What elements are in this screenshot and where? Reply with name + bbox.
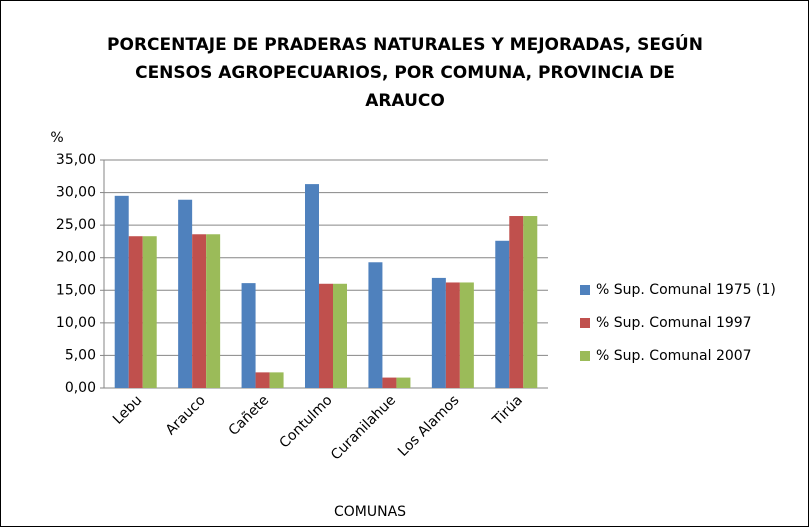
bar	[495, 240, 510, 388]
bar	[396, 377, 411, 388]
bar	[114, 195, 129, 388]
x-axis-label: COMUNAS	[334, 504, 406, 520]
y-tick-label: 5,00	[65, 347, 96, 363]
y-tick-label: 0,00	[65, 380, 96, 396]
bar	[459, 282, 474, 388]
bar	[431, 277, 446, 388]
bar	[382, 377, 397, 388]
y-tick-label: 25,00	[56, 217, 96, 233]
bar	[269, 372, 284, 388]
bar	[305, 184, 319, 388]
bar	[142, 236, 157, 388]
y-tick-label: 15,00	[56, 282, 96, 298]
chart-title: PORCENTAJE DE PRADERAS NATURALES Y MEJOR…	[107, 33, 703, 55]
bar	[241, 283, 256, 388]
bar	[368, 262, 383, 388]
y-tick-label: 35,00	[56, 152, 96, 168]
bar	[255, 372, 270, 388]
bar	[509, 216, 524, 388]
bar	[206, 234, 221, 388]
legend-label: % Sup. Comunal 1997	[596, 315, 752, 331]
legend-label: % Sup. Comunal 1975 (1)	[596, 282, 776, 298]
y-tick-label: 20,00	[56, 250, 96, 266]
legend-swatch	[580, 285, 590, 295]
y-tick-label: 10,00	[56, 315, 96, 331]
bar	[128, 236, 143, 388]
bar	[319, 283, 333, 388]
bar	[192, 234, 207, 388]
bar	[333, 283, 347, 388]
bar	[445, 282, 460, 388]
chart-title: CENSOS AGROPECUARIOS, POR COMUNA, PROVIN…	[135, 63, 675, 83]
legend-swatch	[580, 318, 590, 328]
legend-label: % Sup. Comunal 2007	[596, 348, 752, 364]
bar	[523, 216, 538, 388]
y-tick-label: 30,00	[56, 185, 96, 201]
chart-title: ARAUCO	[365, 91, 445, 111]
legend-swatch	[580, 351, 590, 361]
y-axis-label: %	[50, 130, 63, 146]
bar	[178, 199, 193, 388]
